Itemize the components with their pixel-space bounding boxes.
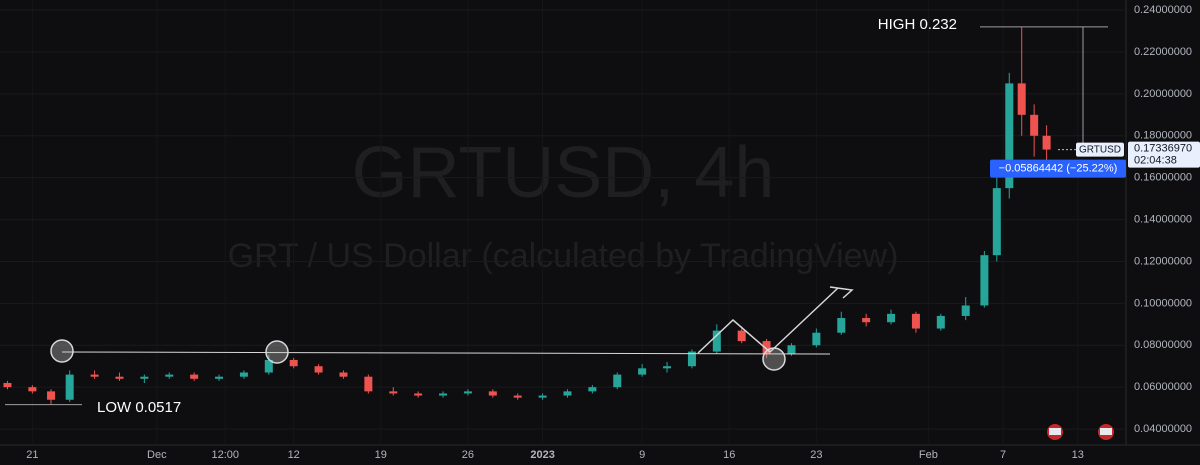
candle-body — [1042, 135, 1051, 150]
touch-circle — [50, 339, 74, 363]
x-tick-label: 12:00 — [211, 449, 239, 461]
y-tick-label: 0.06000000 — [1134, 381, 1192, 393]
plot-area — [0, 9, 1125, 430]
candle-body — [65, 374, 74, 400]
flag-icon — [1100, 428, 1112, 435]
candle-body — [1005, 83, 1014, 189]
candle-body — [215, 376, 224, 379]
low-label: LOW 0.0517 — [97, 399, 181, 416]
candle-body — [289, 359, 298, 367]
candle-body — [165, 374, 174, 377]
candle-body — [588, 387, 597, 392]
x-tick-label: 12 — [288, 449, 300, 461]
watermark-symbol: GRTUSD, 4h — [352, 133, 775, 213]
candle-body — [663, 366, 672, 369]
candle-body — [613, 374, 622, 388]
candle-body — [364, 376, 373, 392]
candle-body — [439, 393, 448, 396]
measure-label: −0.05864442 (−25.22%) — [999, 163, 1118, 175]
candle-body — [992, 188, 1001, 256]
symbol-tag-label: GRTUSD — [1079, 144, 1121, 155]
candle-body — [339, 372, 348, 377]
x-tick-label: 23 — [810, 449, 822, 461]
y-tick-label: 0.14000000 — [1134, 213, 1192, 225]
x-tick-label: 9 — [639, 449, 645, 461]
y-tick-label: 0.16000000 — [1134, 172, 1192, 184]
candle-body — [414, 393, 423, 396]
drawings — [50, 286, 854, 371]
candle-body — [687, 351, 696, 367]
candle-body — [787, 345, 796, 354]
candle-body — [28, 387, 37, 392]
candle-body — [513, 395, 522, 398]
touch-circle — [265, 340, 289, 364]
event-flags — [1047, 424, 1114, 440]
x-tick-label: 19 — [375, 449, 387, 461]
candle-body — [190, 374, 199, 379]
price-tag-value: 0.17336970 — [1134, 143, 1192, 155]
candle-body — [1030, 114, 1039, 136]
candle-body — [712, 330, 721, 352]
x-tick-label: 21 — [26, 449, 38, 461]
arrow-head — [829, 286, 854, 299]
high-label: HIGH 0.232 — [878, 16, 957, 33]
flag-icon — [1049, 428, 1061, 435]
touch-circle — [762, 347, 786, 371]
candle-body — [389, 391, 398, 394]
symbol-tag — [1076, 142, 1124, 157]
x-tick-label: 16 — [723, 449, 735, 461]
price-tag-countdown: 02:04:38 — [1134, 155, 1177, 167]
candle-body — [862, 318, 871, 323]
watermark-description: GRT / US Dollar (calculated by TradingVi… — [228, 237, 899, 275]
x-tick-label: 7 — [1000, 449, 1006, 461]
candle-body — [47, 391, 56, 400]
x-tick-label: Feb — [919, 449, 938, 461]
candle-body — [140, 376, 149, 379]
projection-arrow — [769, 287, 839, 353]
x-tick-label: 26 — [462, 449, 474, 461]
candle-body — [1017, 83, 1026, 115]
y-tick-label: 0.12000000 — [1134, 255, 1192, 267]
candle-body — [3, 382, 12, 388]
candle-body — [264, 359, 273, 373]
candle-body — [887, 313, 896, 323]
candle-body — [488, 391, 497, 396]
candle-body — [980, 255, 989, 306]
y-tick-label: 0.20000000 — [1134, 88, 1192, 100]
candle-body — [961, 305, 970, 316]
y-tick-label: 0.10000000 — [1134, 297, 1192, 309]
y-tick-label: 0.04000000 — [1134, 423, 1192, 435]
candle-body — [638, 368, 647, 375]
candle-body — [812, 332, 821, 346]
x-tick-label: Dec — [147, 449, 167, 461]
support-line — [61, 351, 831, 355]
candle-body — [463, 391, 472, 394]
candle-body — [911, 313, 920, 329]
measure-tag — [990, 159, 1126, 178]
candle-body — [762, 341, 771, 354]
x-tick-label: 2023 — [530, 449, 554, 461]
y-tick-label: 0.08000000 — [1134, 339, 1192, 351]
candle-body — [115, 376, 124, 379]
candle-body — [837, 318, 846, 333]
candle-body — [239, 372, 248, 377]
candle-body — [737, 330, 746, 342]
y-tick-label: 0.24000000 — [1134, 4, 1192, 16]
pattern-line — [697, 318, 771, 354]
candle-body — [90, 374, 99, 377]
candle-body — [563, 391, 572, 396]
candle-body — [314, 366, 323, 373]
candle-body — [538, 395, 547, 398]
candle-body — [936, 315, 945, 329]
y-tick-label: 0.18000000 — [1134, 130, 1192, 142]
price-tag — [1128, 141, 1200, 168]
y-tick-label: 0.22000000 — [1134, 46, 1192, 58]
x-tick-label: 13 — [1072, 449, 1084, 461]
